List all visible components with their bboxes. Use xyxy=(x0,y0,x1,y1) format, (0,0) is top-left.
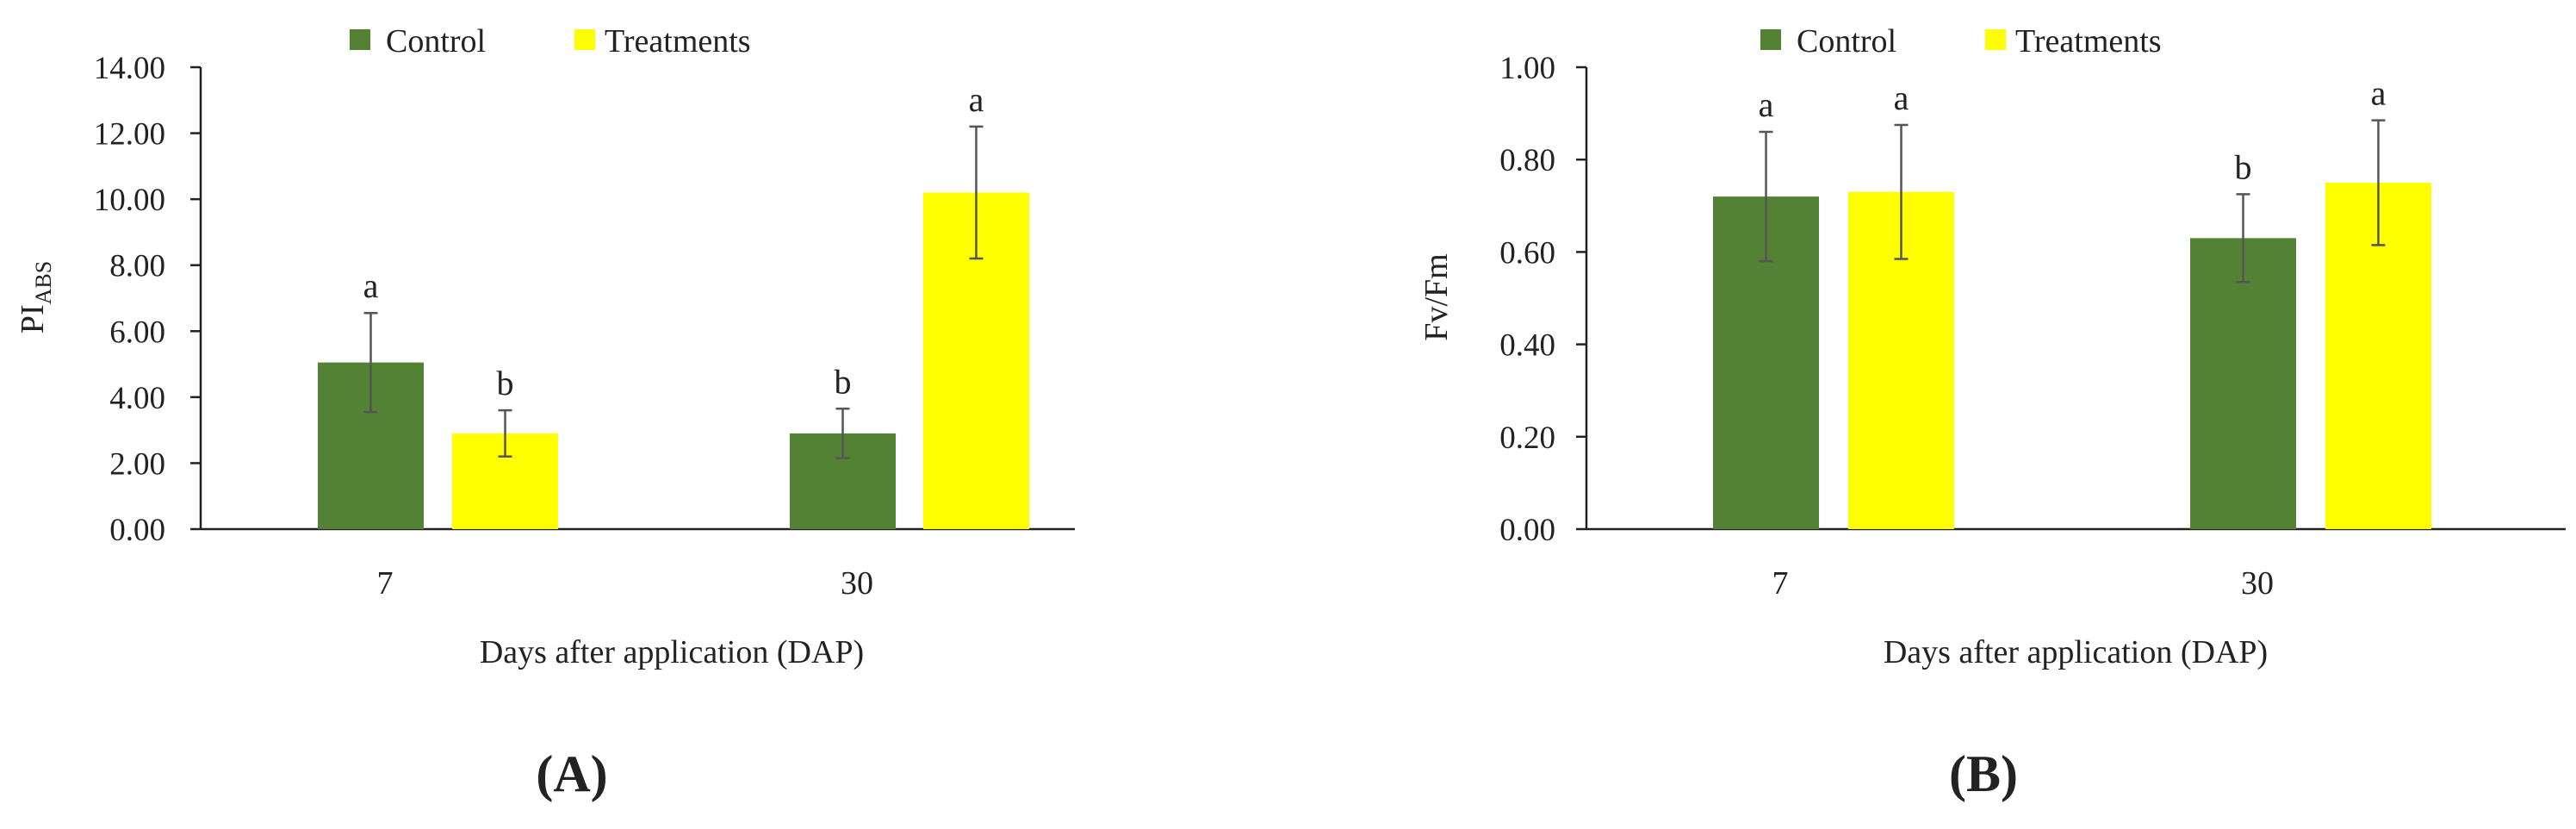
panel-b: Control Treatments 0.00 0.20 0.40 0.60 0.80 1… xyxy=(1418,23,2566,802)
legend-swatch-control xyxy=(350,29,370,50)
x-axis-title: Days after application (DAP) xyxy=(1884,634,2268,670)
error-bar xyxy=(969,125,984,260)
panel-a: Control Treatments 0.00 2.00 4.00 6.00 8.00 1… xyxy=(15,23,1075,802)
panel-b-letters: a b a a xyxy=(1759,74,2387,187)
panel-a-legend: Control Treatments xyxy=(350,23,751,59)
y-tick-label: 0.40 xyxy=(1499,328,1555,364)
y-tick-label: 0.20 xyxy=(1499,421,1555,456)
error-bar xyxy=(363,311,378,414)
panel-b-y-axis: 0.00 0.20 0.40 0.60 0.80 1.00 xyxy=(1499,51,1588,548)
panel-label-b: (B) xyxy=(1949,745,2018,802)
y-tick-label: 0.60 xyxy=(1499,235,1555,271)
panel-a-xticks: 7 30 xyxy=(377,565,874,601)
panel-a-letters: a b b a xyxy=(363,80,984,402)
significance-letter: a xyxy=(1759,85,1774,124)
panel-b-xticks: 7 30 xyxy=(1772,565,2275,601)
legend-swatch-treatments xyxy=(574,29,595,50)
x-tick-label: 30 xyxy=(2241,565,2274,601)
y-tick-label: 14.00 xyxy=(94,51,165,86)
y-tick-label: 1.00 xyxy=(1499,51,1555,86)
panel-label-a: (A) xyxy=(536,745,607,802)
y-tick-label: 12.00 xyxy=(94,117,165,153)
y-axis-title: Fv/Fm xyxy=(1418,253,1455,340)
error-bar xyxy=(498,408,512,458)
legend-label-treatments: Treatments xyxy=(2015,23,2162,59)
significance-letter: b xyxy=(2235,147,2252,186)
error-bar xyxy=(1894,123,1909,260)
x-tick-label: 7 xyxy=(377,565,394,601)
legend-swatch-treatments xyxy=(1985,29,2006,50)
panel-b-errorbars xyxy=(1759,119,2386,284)
error-bar xyxy=(2371,119,2386,246)
significance-letter: a xyxy=(363,266,379,305)
y-tick-label: 6.00 xyxy=(109,315,165,350)
error-bar xyxy=(2236,193,2250,284)
significance-letter: b xyxy=(497,364,514,402)
legend-label-treatments: Treatments xyxy=(605,23,751,59)
legend-label-control: Control xyxy=(386,23,486,59)
y-tick-label: 4.00 xyxy=(109,381,165,416)
y-tick-label: 0.00 xyxy=(1499,513,1555,548)
significance-letter: a xyxy=(969,80,984,119)
significance-letter: a xyxy=(2371,74,2387,113)
error-bar xyxy=(1759,130,1773,263)
x-tick-label: 30 xyxy=(841,565,873,601)
y-tick-label: 8.00 xyxy=(109,249,165,284)
y-tick-label: 0.80 xyxy=(1499,143,1555,178)
bar-control-30 xyxy=(2190,238,2296,529)
significance-letter: b xyxy=(835,362,852,401)
y-tick-label: 0.00 xyxy=(109,513,165,548)
panel-a-y-axis: 0.00 2.00 4.00 6.00 8.00 10.00 12.00 14.00 xyxy=(94,51,202,548)
x-tick-label: 7 xyxy=(1772,565,1789,601)
panel-a-bars xyxy=(318,192,1029,529)
y-tick-label: 10.00 xyxy=(94,183,165,218)
legend-label-control: Control xyxy=(1797,23,1896,59)
legend-swatch-control xyxy=(1760,29,1781,50)
panel-a-errorbars xyxy=(363,125,984,459)
y-axis-title: PIABS xyxy=(15,261,56,333)
x-axis-title: Days after application (DAP) xyxy=(480,634,864,670)
panel-b-legend: Control Treatments xyxy=(1760,23,2162,59)
error-bar xyxy=(835,408,850,459)
panel-b-bars xyxy=(1713,183,2431,529)
significance-letter: a xyxy=(1894,78,1909,117)
y-tick-label: 2.00 xyxy=(109,446,165,482)
